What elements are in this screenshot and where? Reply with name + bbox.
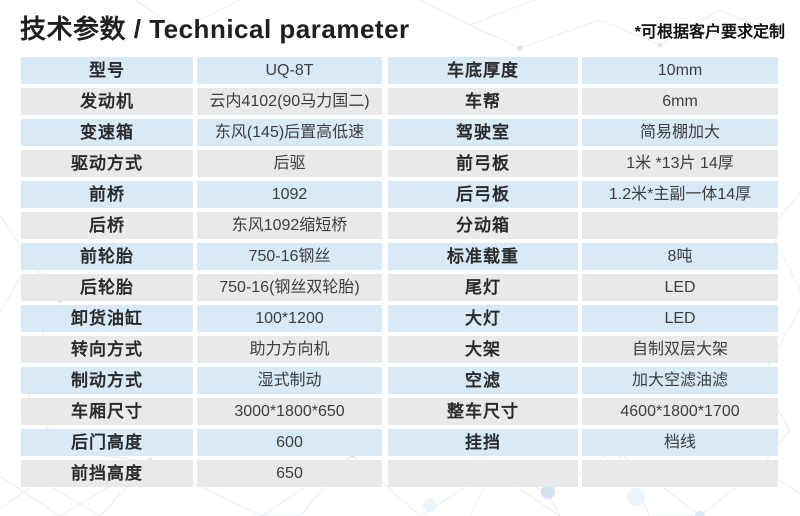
param-value: UQ-8T [197,57,382,84]
param-value [582,460,778,487]
table-row: 驾驶室 简易棚加大 [388,119,778,146]
table-row: 后轮胎 750-16(钢丝双轮胎) [21,274,382,301]
param-value: 助力方向机 [197,336,382,363]
param-label: 变速箱 [21,119,193,146]
param-value: 8吨 [582,243,778,270]
param-label: 后桥 [21,212,193,239]
table-row: 制动方式 湿式制动 [21,367,382,394]
param-value: 3000*1800*650 [197,398,382,425]
param-value: 东风1092缩短桥 [197,212,382,239]
table-row: 转向方式 助力方向机 [21,336,382,363]
param-label: 大架 [388,336,578,363]
param-label: 整车尺寸 [388,398,578,425]
param-value: 加大空滤油滤 [582,367,778,394]
param-label: 前桥 [21,181,193,208]
param-value: 1米 *13片 14厚 [582,150,778,177]
param-value [582,212,778,239]
param-label: 型号 [21,57,193,84]
table-row: 前弓板 1米 *13片 14厚 [388,150,778,177]
table-row: 大灯 LED [388,305,778,332]
table-row: 车厢尺寸 3000*1800*650 [21,398,382,425]
param-label: 尾灯 [388,274,578,301]
param-value: 750-16钢丝 [197,243,382,270]
spec-table-right: 车底厚度 10mm 车帮 6mm 驾驶室 简易棚加大 前弓板 1米 *13片 14厚 后弓板 1.… [388,57,778,491]
param-label: 车厢尺寸 [21,398,193,425]
param-label: 大灯 [388,305,578,332]
param-value: 档线 [582,429,778,456]
table-row: 空滤 加大空滤油滤 [388,367,778,394]
table-row: 前桥 1092 [21,181,382,208]
param-value: 后驱 [197,150,382,177]
table-row: 前挡高度 650 [21,460,382,487]
table-row: 后门高度 600 [21,429,382,456]
param-label: 前挡高度 [21,460,193,487]
param-label: 车底厚度 [388,57,578,84]
param-label: 卸货油缸 [21,305,193,332]
table-row: 标准载重 8吨 [388,243,778,270]
table-row: 变速箱 东风(145)后置高低速 [21,119,382,146]
table-row: 整车尺寸 4600*1800*1700 [388,398,778,425]
table-row: 车帮 6mm [388,88,778,115]
table-row: 前轮胎 750-16钢丝 [21,243,382,270]
param-label [388,460,578,487]
table-row: 分动箱 [388,212,778,239]
customization-note: *可根据客户要求定制 [634,24,785,41]
param-value: 简易棚加大 [582,119,778,146]
param-value: 东风(145)后置高低速 [197,119,382,146]
param-value: 4600*1800*1700 [582,398,778,425]
param-label: 分动箱 [388,212,578,239]
header: 技术参数 / Technical parameter *可根据客户要求定制 [0,0,800,45]
param-label: 后轮胎 [21,274,193,301]
param-label: 后弓板 [388,181,578,208]
param-value: 6mm [582,88,778,115]
table-row: 后桥 东风1092缩短桥 [21,212,382,239]
param-label: 前轮胎 [21,243,193,270]
param-label: 转向方式 [21,336,193,363]
param-label: 车帮 [388,88,578,115]
param-value: 750-16(钢丝双轮胎) [197,274,382,301]
table-row: 尾灯 LED [388,274,778,301]
param-label: 驾驶室 [388,119,578,146]
page-title: 技术参数 / Technical parameter [20,14,410,45]
param-label: 制动方式 [21,367,193,394]
param-value: 10mm [582,57,778,84]
param-value: 1.2米*主副一体14厚 [582,181,778,208]
param-label: 发动机 [21,88,193,115]
param-label: 空滤 [388,367,578,394]
page-title-en: Technical parameter [149,13,410,44]
param-label: 标准载重 [388,243,578,270]
param-value: LED [582,305,778,332]
param-value: 600 [197,429,382,456]
param-value: 100*1200 [197,305,382,332]
table-row: 挂挡 档线 [388,429,778,456]
table-row: 型号 UQ-8T [21,57,382,84]
param-label: 前弓板 [388,150,578,177]
table-row: 车底厚度 10mm [388,57,778,84]
spec-table-left: 型号 UQ-8T 发动机 云内4102(90马力国二) 变速箱 东风(145)后置高低速驱… [21,57,382,491]
table-row [388,460,778,487]
param-value: LED [582,274,778,301]
param-value: 1092 [197,181,382,208]
page-title-separator: / [126,13,150,44]
param-label: 挂挡 [388,429,578,456]
table-row: 卸货油缸 100*1200 [21,305,382,332]
param-label: 驱动方式 [21,150,193,177]
table-row: 大架 自制双层大架 [388,336,778,363]
table-row: 后弓板 1.2米*主副一体14厚 [388,181,778,208]
table-row: 发动机 云内4102(90马力国二) [21,88,382,115]
param-value: 湿式制动 [197,367,382,394]
spec-tables: 型号 UQ-8T 发动机 云内4102(90马力国二) 变速箱 东风(145)后置高低速驱… [21,57,778,491]
param-value: 自制双层大架 [582,336,778,363]
param-value: 云内4102(90马力国二) [197,88,382,115]
page-title-cn: 技术参数 [20,13,127,44]
param-value: 650 [197,460,382,487]
table-row: 驱动方式 后驱 [21,150,382,177]
param-label: 后门高度 [21,429,193,456]
